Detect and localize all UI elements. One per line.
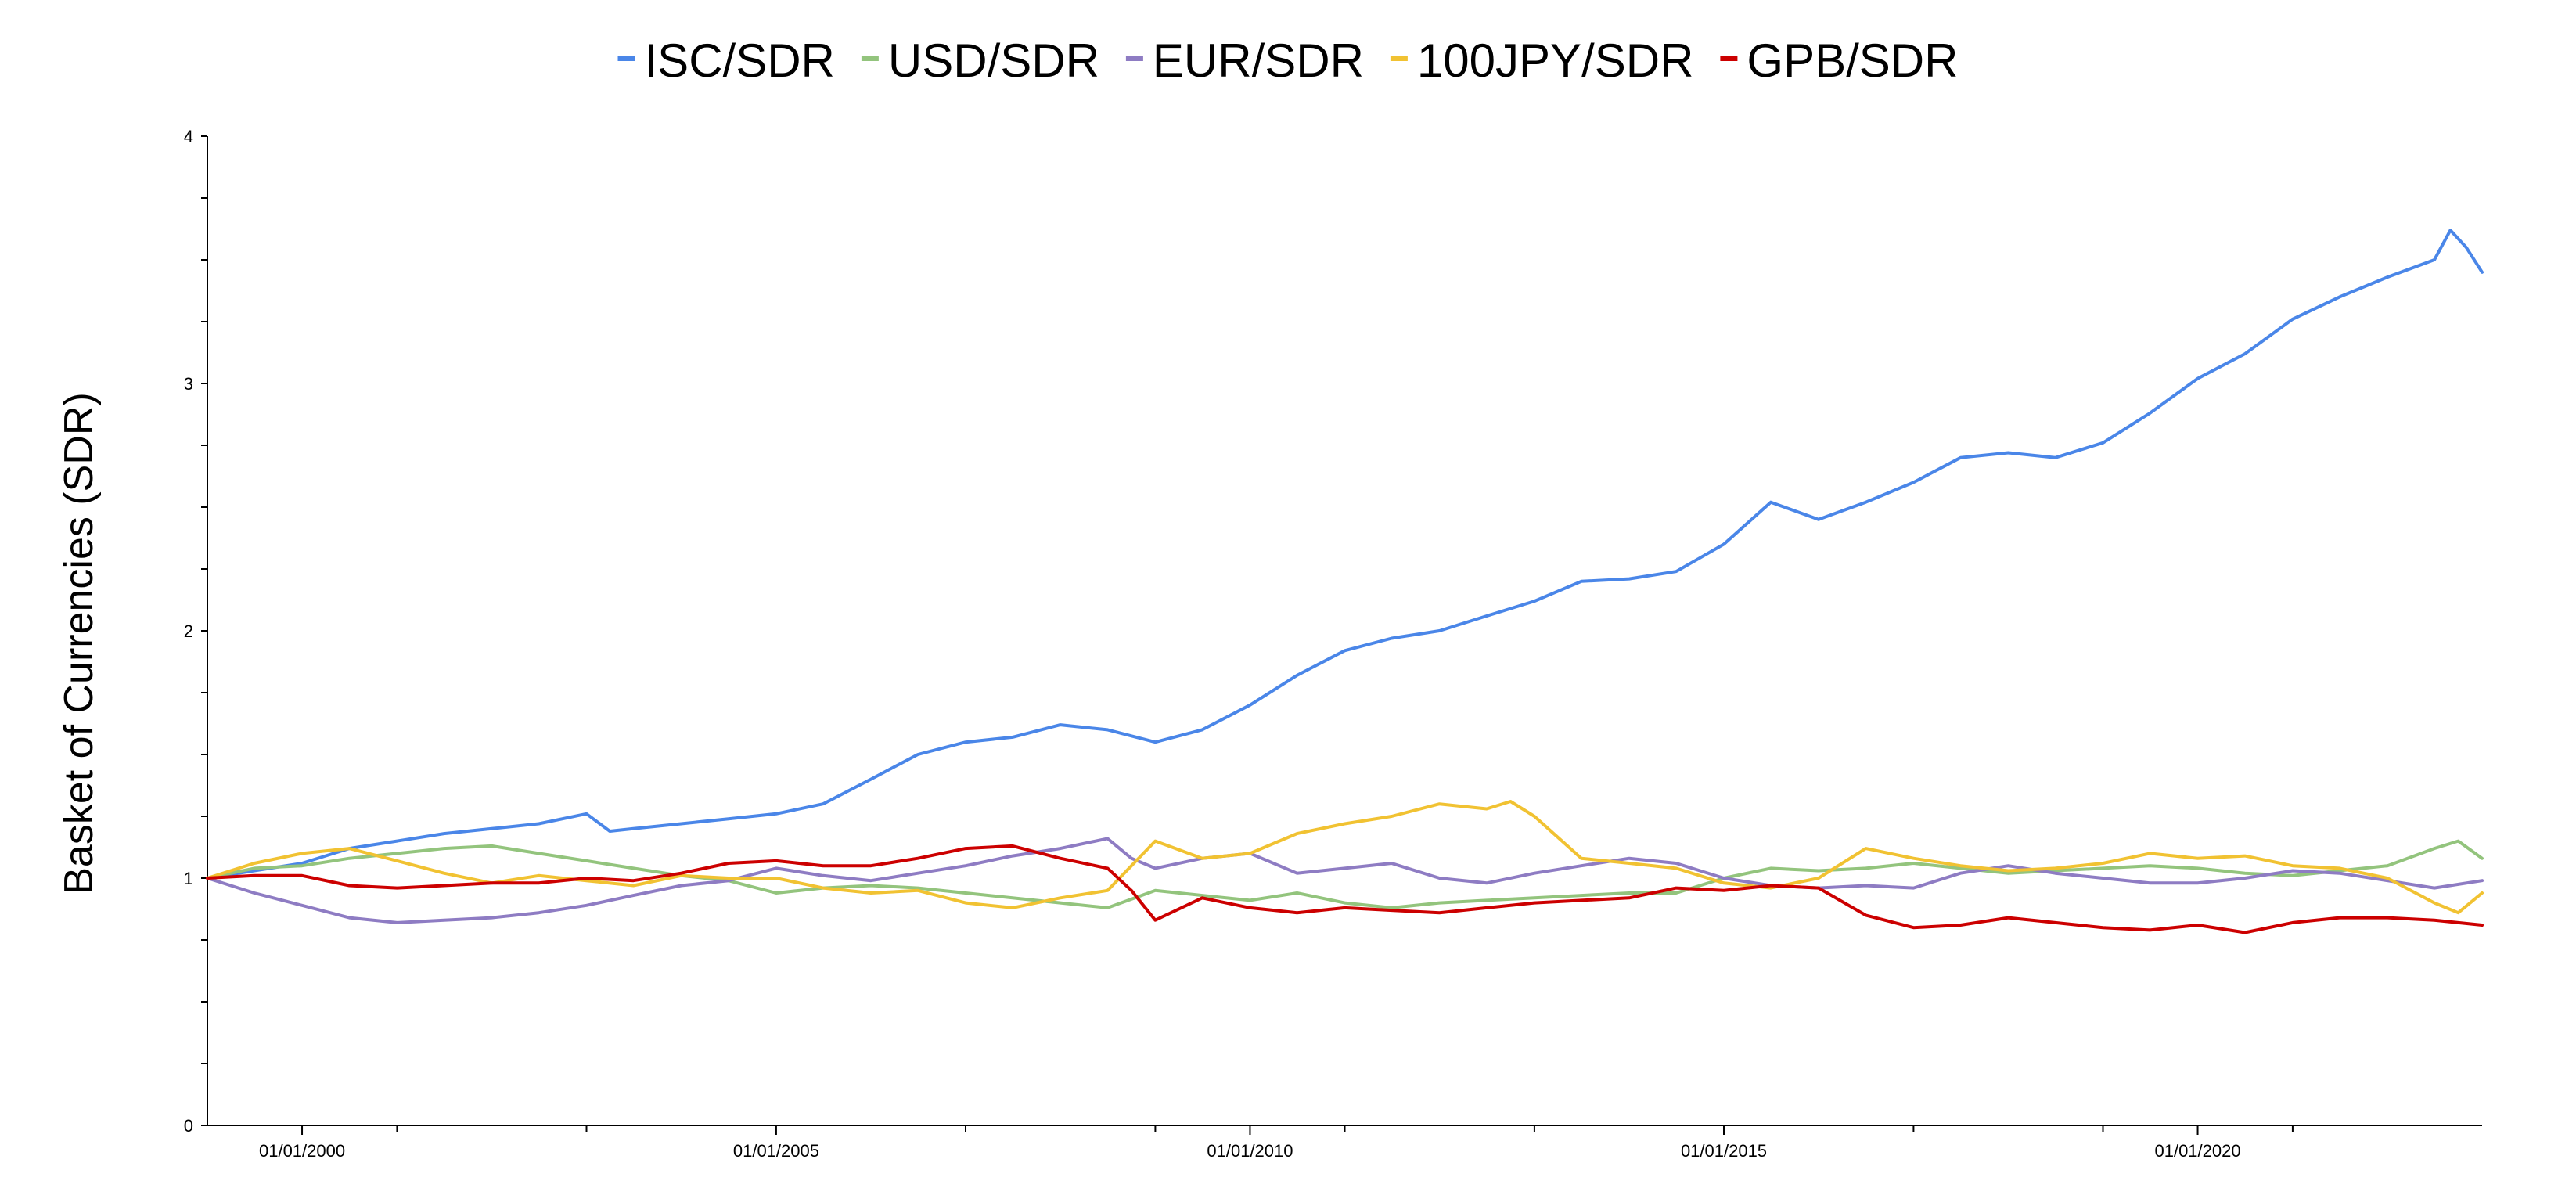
series-line-isc-sdr bbox=[206, 229, 2484, 880]
x-tick-label: 01/01/2000 bbox=[259, 1141, 345, 1161]
y-tick-label: 4 bbox=[184, 127, 193, 146]
x-tick-label: 01/01/2020 bbox=[2154, 1141, 2240, 1161]
series-line-100jpy-sdr bbox=[206, 800, 2484, 915]
legend-swatch bbox=[617, 56, 635, 61]
y-tick-label: 3 bbox=[184, 374, 193, 394]
legend-label: 100JPY/SDR bbox=[1417, 34, 1693, 87]
legend-item[interactable]: USD/SDR bbox=[861, 34, 1099, 87]
y-tick-label: 1 bbox=[184, 869, 193, 888]
y-tick-label: 0 bbox=[184, 1116, 193, 1136]
legend-swatch bbox=[1720, 56, 1738, 61]
legend-label: ISC/SDR bbox=[645, 34, 835, 87]
series-line-eur-sdr bbox=[206, 837, 2484, 924]
series-line-usd-sdr bbox=[206, 839, 2484, 909]
y-tick-label: 2 bbox=[184, 621, 193, 641]
legend-label: USD/SDR bbox=[888, 34, 1099, 87]
chart-series bbox=[206, 229, 2484, 934]
chart-axes: 0 1 2 3 4 01/01/2000 01/01/2005 01/01/2010 01/01… bbox=[184, 127, 2482, 1161]
x-tick-label: 01/01/2010 bbox=[1207, 1141, 1293, 1161]
series-line-gpb-sdr bbox=[206, 844, 2484, 934]
legend-label: GPB/SDR bbox=[1747, 34, 1958, 87]
legend-item[interactable]: EUR/SDR bbox=[1125, 34, 1364, 87]
legend-label: EUR/SDR bbox=[1153, 34, 1364, 87]
legend-item[interactable]: ISC/SDR bbox=[617, 34, 835, 87]
legend-swatch bbox=[1125, 56, 1143, 61]
legend-item[interactable]: 100JPY/SDR bbox=[1390, 34, 1693, 87]
y-axis-title-group: Basket of Currencies (SDR) bbox=[56, 392, 102, 895]
x-tick-label: 01/01/2005 bbox=[733, 1141, 819, 1161]
legend-swatch bbox=[861, 56, 879, 61]
y-axis-title: Basket of Currencies (SDR) bbox=[56, 392, 102, 895]
legend-swatch bbox=[1390, 56, 1408, 61]
x-tick-label: 01/01/2015 bbox=[1681, 1141, 1767, 1161]
chart-legend: ISC/SDR USD/SDR EUR/SDR 100JPY/SDR GPB/SDR bbox=[617, 34, 1958, 87]
legend-item[interactable]: GPB/SDR bbox=[1720, 34, 1958, 87]
